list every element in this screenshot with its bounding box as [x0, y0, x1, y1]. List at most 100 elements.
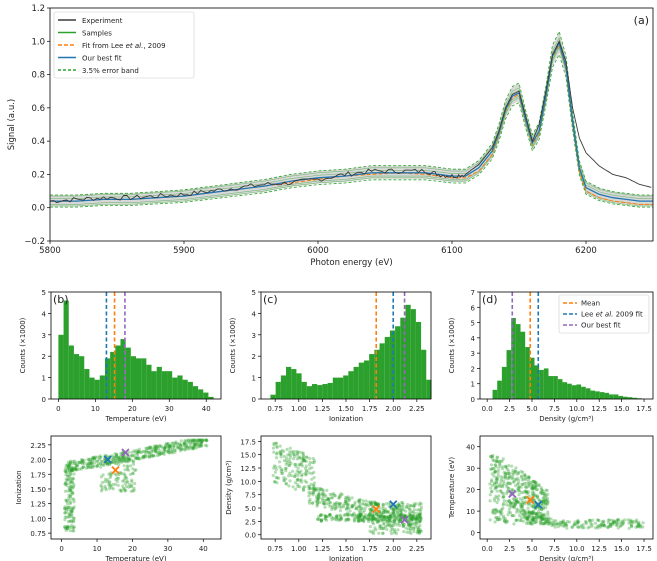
axes-frame-6 [479, 435, 654, 540]
scatter-point [526, 521, 530, 526]
scatter-point [344, 519, 348, 523]
y-tick-label: 1 [471, 381, 475, 389]
y-axis-label: Ionization [15, 470, 23, 504]
scatter-point [193, 442, 197, 446]
histogram-bar [415, 321, 422, 399]
scatter-point [512, 505, 516, 510]
scatter-point [364, 503, 368, 507]
scatter-point [145, 449, 149, 453]
y-tick-label: 0 [42, 396, 46, 404]
scatter-point [528, 519, 533, 523]
scatter-point [353, 513, 357, 518]
scatter-point [545, 496, 550, 500]
scatter-point [565, 520, 569, 524]
scatter-point [538, 491, 543, 495]
scatter-point [301, 451, 305, 455]
scatter-point [372, 522, 376, 526]
scatter-point [205, 438, 209, 442]
scatter-point [279, 452, 283, 456]
scatter-point [558, 520, 562, 524]
scatter-point [314, 499, 318, 503]
y-tick-label: 0.6 [31, 104, 45, 114]
scatter-point [496, 459, 500, 463]
scatter-point [124, 455, 129, 459]
scatter-point [80, 457, 84, 462]
scatter-point [351, 503, 355, 507]
scatter-point [165, 443, 169, 447]
scatter-point [504, 474, 508, 478]
scatter-point [148, 445, 153, 449]
scatter-point [338, 517, 342, 521]
scatter-point [306, 484, 310, 488]
scatter-point [534, 482, 538, 486]
scatter-point [412, 511, 417, 515]
scatter-point [525, 518, 529, 522]
scatter-point [320, 497, 324, 501]
scatter-point [73, 462, 78, 466]
scatter-point [326, 497, 330, 501]
scatter-point [546, 492, 550, 496]
scatter-point [400, 507, 404, 511]
scatter-point [419, 508, 423, 512]
scatter-point [494, 465, 498, 469]
scatter-point [87, 458, 91, 462]
scatter-point [99, 455, 103, 459]
mean-marker [526, 495, 535, 505]
scatter-point [66, 526, 70, 531]
scatter-point [346, 495, 350, 499]
scatter-point [530, 519, 535, 523]
scatter-point [126, 456, 130, 460]
scatter-point [65, 525, 69, 530]
histogram-bar [172, 377, 178, 399]
scatter-point [408, 510, 412, 515]
scatter-point [412, 514, 416, 518]
scatter-point [387, 514, 391, 518]
scatter-point [303, 471, 307, 475]
scatter-point [73, 461, 77, 465]
scatter-point [393, 521, 397, 525]
scatter-point [127, 485, 131, 489]
scatter-point [499, 509, 503, 513]
histogram-bar [576, 384, 582, 399]
scatter-point [196, 441, 200, 445]
scatter-point [322, 502, 326, 506]
scatter-point [358, 513, 362, 517]
scatter-point [324, 498, 328, 502]
scatter-point [126, 460, 130, 464]
scatter-point [523, 473, 527, 477]
scatter-point [631, 519, 635, 524]
scatter-point [417, 503, 421, 507]
scatter-point [494, 485, 498, 489]
scatter-point [533, 480, 537, 484]
scatter-point [527, 490, 531, 494]
scatter-point [401, 508, 406, 512]
scatter-point [524, 489, 528, 493]
scatter-point [66, 463, 70, 467]
scatter-point [506, 481, 510, 485]
scatter-point [86, 463, 90, 467]
scatter-point [545, 516, 549, 521]
scatter-point [414, 518, 418, 522]
scatter-point [547, 522, 551, 526]
scatter-point [337, 502, 341, 506]
y-tick-label: 5 [252, 289, 256, 297]
legend-label: Mean [581, 300, 600, 308]
scatter-point [119, 489, 123, 493]
scatter-point [301, 487, 305, 492]
scatter-point [491, 508, 495, 512]
scatter-point [542, 501, 546, 505]
scatter-point [293, 462, 297, 466]
scatter-point [205, 444, 209, 448]
scatter-point [339, 514, 343, 519]
scatter-point [408, 524, 412, 529]
scatter-point [62, 525, 67, 529]
axes-frame-0 [49, 7, 654, 242]
scatter-point [75, 468, 79, 472]
scatter-point [132, 449, 136, 453]
scatter-point [312, 490, 316, 494]
scatter-point [319, 513, 323, 517]
scatter-point [327, 497, 331, 501]
scatter-point [507, 504, 511, 508]
histogram-bar [627, 397, 633, 399]
scatter-point [359, 514, 363, 518]
